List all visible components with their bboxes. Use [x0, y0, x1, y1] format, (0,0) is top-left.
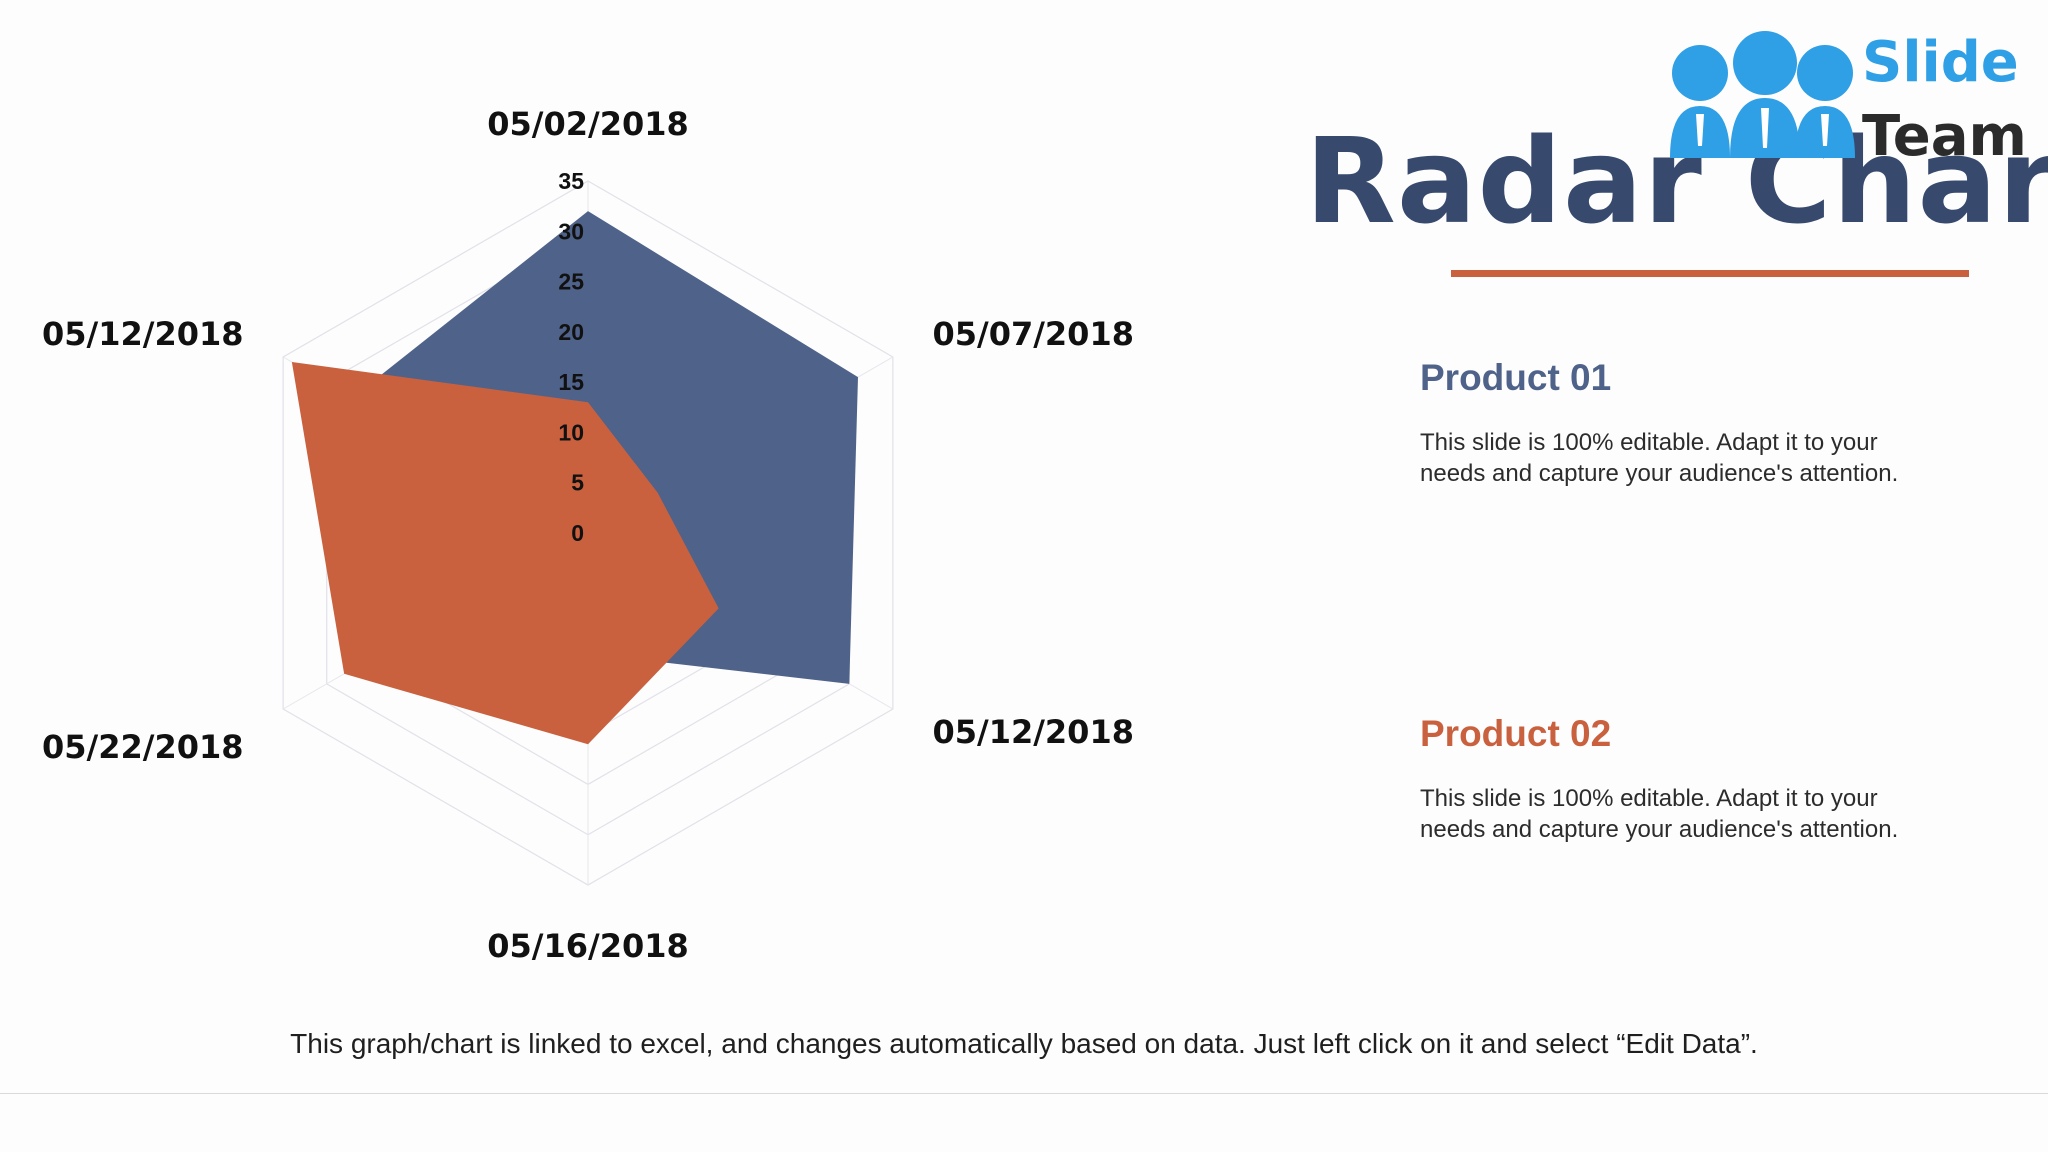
radar-category-label: 05/12/2018 — [42, 315, 244, 353]
radar-tick-label: 20 — [558, 319, 584, 345]
radar-tick-label: 0 — [571, 520, 584, 546]
radar-category-labels: 05/02/2018 05/07/2018 05/12/2018 05/16/2018… — [42, 105, 1134, 965]
radar-category-label: 05/16/2018 — [487, 927, 689, 965]
product-01-description: This slide is 100% editable. Adapt it to… — [1420, 429, 1899, 487]
radar-tick-label: 30 — [558, 218, 584, 244]
product-01-title: Product 01 — [1420, 357, 1612, 398]
footer-divider — [0, 1093, 2048, 1094]
radar-category-label: 05/07/2018 — [932, 315, 1133, 353]
radar-category-label: 05/12/2018 — [932, 713, 1133, 751]
radar-tick-label: 25 — [558, 269, 584, 295]
series-area-product-02[interactable] — [291, 362, 719, 745]
radar-category-label: 05/22/2018 — [42, 728, 244, 766]
radar-tick-label: 5 — [571, 470, 584, 496]
people-group-icon — [1670, 31, 1855, 158]
logo-text-team: Team — [1862, 104, 2027, 169]
title-underline — [1451, 270, 1969, 277]
footer-note: This graph/chart is linked to excel, and… — [290, 1028, 1758, 1059]
radar-tick-label: 35 — [558, 168, 584, 194]
radar-tick-label: 15 — [558, 369, 584, 395]
product-02-title: Product 02 — [1420, 713, 1612, 754]
radar-category-label: 05/02/2018 — [487, 105, 689, 143]
product-02-description: This slide is 100% editable. Adapt it to… — [1420, 785, 1899, 843]
radar-chart[interactable]: 0 5 10 15 20 25 30 35 05/02/2018 05/07/2018 05/12… — [0, 0, 1200, 1000]
radar-series-layer — [291, 211, 859, 745]
radar-tick-labels: 0 5 10 15 20 25 30 35 — [558, 168, 584, 546]
logo-text-slide: Slide — [1862, 30, 2019, 95]
radar-tick-label: 10 — [558, 419, 584, 445]
